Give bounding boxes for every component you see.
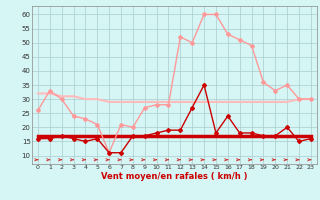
X-axis label: Vent moyen/en rafales ( km/h ): Vent moyen/en rafales ( km/h ) bbox=[101, 172, 248, 181]
